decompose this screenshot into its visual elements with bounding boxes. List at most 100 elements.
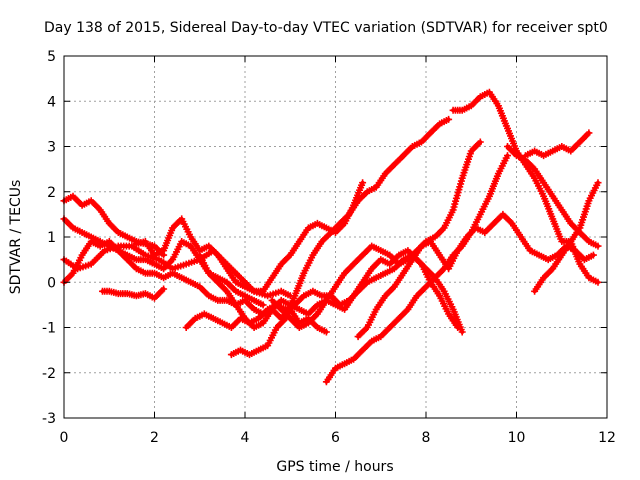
data-point [370, 244, 374, 248]
data-point [533, 167, 537, 171]
data-point [551, 194, 555, 198]
data-point [261, 321, 265, 325]
data-point [252, 289, 256, 293]
data-point [143, 258, 147, 262]
series-markers [354, 210, 597, 341]
data-point [288, 316, 292, 320]
x-tick-label: 4 [241, 430, 250, 446]
data-point [153, 244, 156, 248]
data-point [293, 294, 297, 298]
data-point [587, 276, 591, 280]
data-point [171, 267, 175, 271]
data-point [98, 244, 102, 248]
data-point [587, 199, 591, 203]
data-point [560, 240, 564, 243]
data-point [352, 294, 356, 298]
data-point [225, 267, 229, 271]
data-point [343, 271, 347, 275]
data-point [334, 285, 337, 289]
x-axis-label: GPS time / hours [276, 459, 393, 475]
data-point [483, 231, 487, 234]
data-point [239, 316, 242, 320]
data-point [478, 95, 482, 99]
data-point [239, 276, 242, 280]
data-point [134, 258, 138, 262]
series-layer [60, 88, 602, 386]
data-point [248, 353, 251, 357]
data-point [361, 348, 365, 352]
data-point [116, 292, 120, 296]
data-point [134, 267, 138, 271]
data-point [207, 271, 211, 275]
data-point [438, 122, 442, 126]
data-point [460, 108, 464, 112]
data-point [424, 285, 428, 289]
data-point [130, 244, 134, 248]
data-point [89, 240, 93, 243]
series-markers [531, 238, 602, 295]
data-point [361, 280, 365, 284]
data-point [279, 262, 283, 266]
data-point [184, 262, 188, 266]
data-point [447, 117, 451, 121]
data-point [533, 289, 537, 293]
data-point [125, 235, 129, 239]
data-point [469, 149, 473, 153]
data-point [153, 262, 156, 266]
data-point [324, 330, 328, 334]
data-point [533, 149, 537, 153]
data-point [171, 271, 175, 275]
data-point [184, 326, 188, 329]
data-point [374, 185, 378, 189]
data-point [578, 231, 582, 234]
y-tick-label: 2 [47, 185, 56, 201]
x-tick-label: 0 [60, 430, 69, 446]
data-point [365, 190, 369, 194]
data-point [98, 240, 102, 243]
data-series [531, 238, 602, 295]
data-point [261, 303, 265, 307]
data-point [143, 271, 147, 275]
data-point [496, 104, 500, 108]
data-point [420, 244, 423, 248]
data-point [429, 131, 432, 135]
data-point [324, 298, 328, 302]
data-point [134, 242, 138, 246]
data-point [542, 154, 546, 158]
data-point [542, 194, 546, 198]
data-point [216, 253, 220, 257]
data-point [225, 289, 229, 293]
data-point [107, 289, 111, 293]
data-point [578, 262, 582, 266]
data-point [352, 357, 356, 361]
data-point [456, 249, 460, 253]
data-point [510, 221, 514, 225]
data-point [89, 262, 93, 266]
data-point [374, 276, 378, 280]
data-series [504, 143, 602, 250]
data-point [207, 244, 211, 248]
data-point [334, 366, 337, 370]
data-point [162, 267, 166, 271]
data-point [71, 194, 75, 198]
data-point [189, 280, 193, 284]
data-series [449, 88, 602, 245]
data-point [162, 276, 166, 280]
data-point [306, 312, 310, 316]
data-point [406, 258, 410, 262]
data-point [487, 194, 491, 198]
data-point [370, 267, 374, 271]
data-point [243, 298, 247, 302]
data-point [469, 104, 473, 108]
data-point [537, 253, 541, 257]
data-point [306, 321, 310, 325]
data-point [492, 221, 496, 225]
data-point [180, 217, 184, 221]
data-point [189, 244, 193, 248]
data-point [551, 267, 555, 271]
data-point [270, 276, 274, 280]
data-point [143, 292, 147, 296]
data-point [261, 289, 265, 293]
y-tick-label: 5 [47, 49, 56, 65]
data-point [551, 149, 555, 153]
